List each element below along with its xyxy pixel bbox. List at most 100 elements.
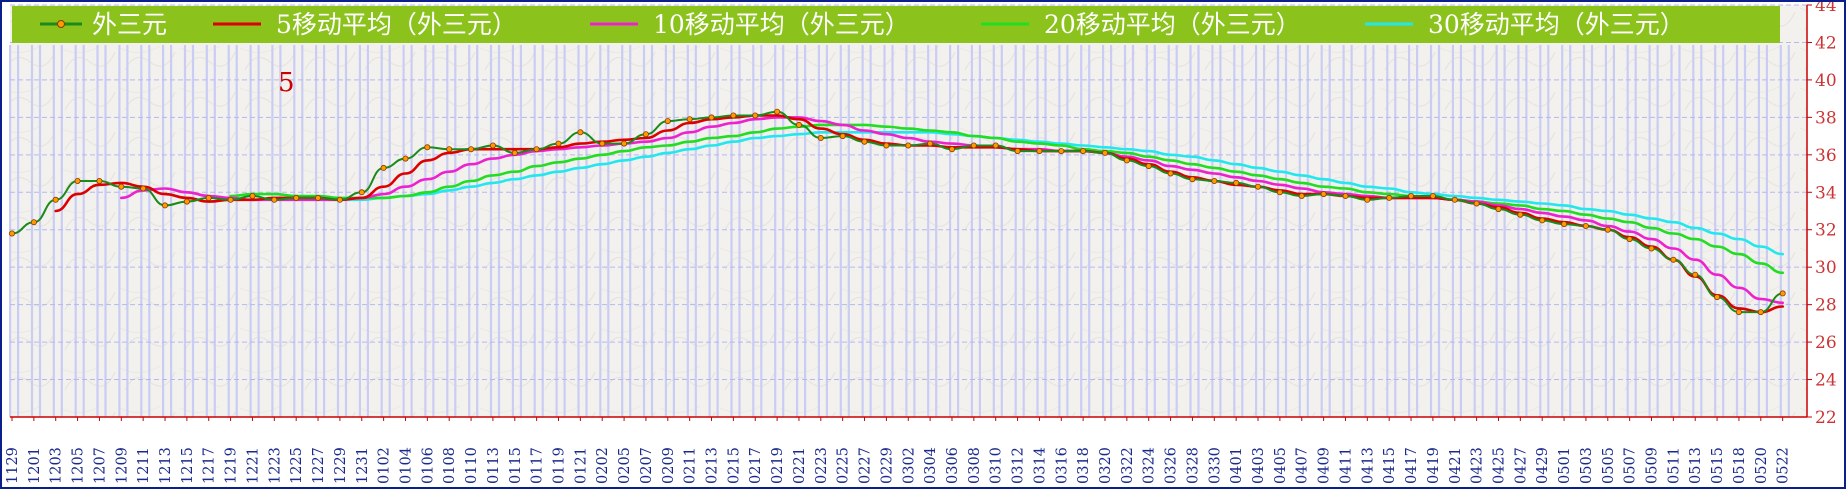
x-tick-label: 0409: [1317, 447, 1333, 484]
x-tick-label: 0322: [1120, 447, 1136, 484]
y-tick-label: 40: [1815, 71, 1837, 91]
date-bar: [1263, 45, 1266, 417]
series-point: [817, 134, 824, 141]
date-bar: [577, 45, 580, 417]
date-bar: [497, 45, 501, 417]
series-point: [1779, 290, 1786, 297]
date-bar: [358, 45, 361, 417]
date-bar: [424, 45, 427, 417]
legend-label-main: 外三元: [92, 10, 167, 39]
series-point: [271, 196, 278, 203]
x-tick-label: 0304: [923, 447, 939, 484]
series-markers: [8, 108, 1786, 316]
date-bar: [271, 45, 274, 417]
date-bar: [839, 45, 842, 417]
x-tick-label: 0328: [1185, 447, 1201, 484]
series-point: [621, 140, 628, 147]
date-bar: [82, 45, 85, 417]
date-bar: [1110, 45, 1113, 417]
series-point: [1364, 196, 1371, 203]
x-tick-label: 1211: [136, 447, 152, 484]
series-point: [1670, 256, 1677, 263]
date-bar: [621, 45, 624, 417]
series-point: [511, 149, 518, 156]
series-point: [30, 219, 37, 226]
date-bar: [1320, 45, 1323, 417]
date-bar: [519, 45, 522, 417]
date-bar: [774, 45, 777, 417]
x-tick-label: 0223: [814, 447, 830, 484]
date-bar: [1547, 45, 1550, 417]
date-bar: [1648, 45, 1651, 417]
series-point: [1167, 170, 1174, 177]
series-line-ma10: [120, 116, 1784, 305]
series-point: [1539, 217, 1546, 224]
series-point: [1014, 148, 1021, 155]
date-bar: [1219, 45, 1222, 417]
date-bar: [957, 45, 960, 417]
x-tick-labels: 1129 1201 1203 1205 1207 1209 1211 1213 1215 1217…: [5, 447, 1792, 484]
series-point: [1342, 192, 1349, 199]
y-tick-label: 28: [1815, 296, 1837, 316]
date-bar: [1233, 45, 1236, 417]
x-tick-label: 1221: [246, 447, 262, 484]
x-tick-label: 0302: [901, 447, 917, 484]
date-bar: [1386, 45, 1389, 417]
series-point: [1408, 192, 1415, 199]
date-bar: [1582, 45, 1586, 417]
series-point: [752, 112, 759, 119]
date-bar: [1145, 45, 1148, 417]
date-bar: [468, 45, 471, 417]
date-bar: [992, 45, 995, 417]
date-bar: [380, 45, 383, 417]
x-tick-label: 1227: [311, 447, 327, 484]
date-bar: [642, 45, 646, 417]
date-bar: [752, 45, 755, 417]
date-bar: [1539, 45, 1542, 417]
legend-marker-main: [57, 20, 65, 28]
date-bar: [1175, 45, 1178, 417]
date-bar: [708, 45, 711, 417]
date-bar: [1481, 45, 1484, 417]
y-tick-label: 44: [1815, 0, 1837, 16]
date-bar: [563, 45, 566, 417]
series-point: [1429, 192, 1436, 199]
x-tick-label: 0209: [661, 447, 677, 484]
x-tick-label: 0318: [1076, 447, 1092, 484]
series-point: [1604, 226, 1611, 233]
date-bar: [1276, 45, 1280, 417]
date-bar: [970, 45, 973, 417]
date-bar: [96, 45, 99, 417]
date-bar: [1022, 45, 1025, 417]
date-bar: [1000, 45, 1003, 417]
series-point: [1692, 271, 1699, 278]
date-bar: [1735, 45, 1739, 417]
date-bar: [1722, 45, 1725, 417]
series-point: [183, 198, 190, 205]
series-point: [1276, 189, 1283, 196]
series-point: [577, 129, 584, 136]
series-point: [730, 112, 737, 119]
x-tick-label: 0213: [705, 447, 721, 484]
date-bar: [60, 45, 63, 417]
x-tick-label: 0104: [399, 447, 415, 484]
date-bar: [599, 45, 602, 417]
series-point: [8, 230, 15, 237]
date-bar: [927, 45, 930, 417]
date-bar: [716, 45, 719, 417]
x-tick-label: 0205: [617, 447, 633, 484]
series-point: [336, 196, 343, 203]
x-tick-label: 0417: [1404, 447, 1420, 484]
series-point: [205, 194, 212, 201]
x-tick-label: 0427: [1513, 447, 1529, 484]
series-point: [1080, 148, 1087, 155]
series-point: [1298, 192, 1305, 199]
date-bar: [183, 45, 187, 417]
series-point: [1386, 194, 1393, 201]
date-bar: [1088, 45, 1091, 417]
date-bar: [555, 45, 558, 417]
date-bar: [1670, 45, 1673, 417]
date-bar: [1787, 45, 1790, 417]
x-tick-label: 0312: [1011, 447, 1027, 484]
